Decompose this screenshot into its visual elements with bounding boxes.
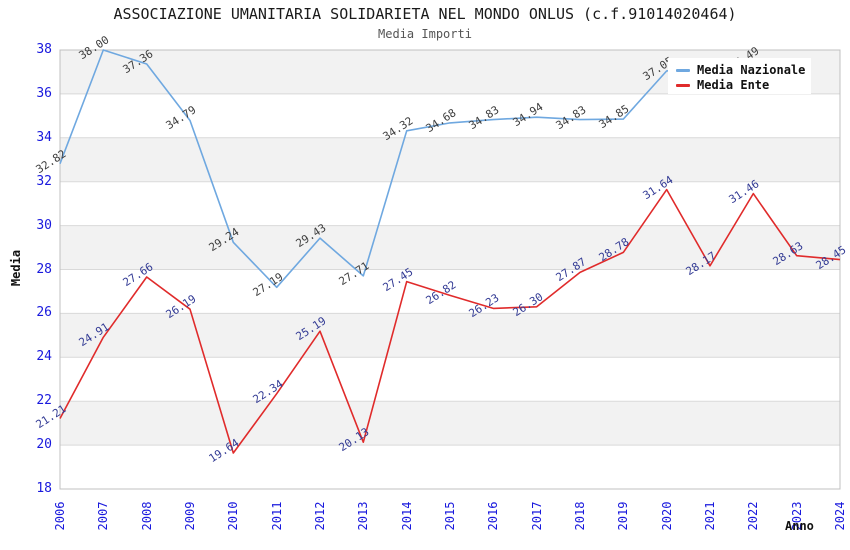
legend-item-media-ente: Media Ente xyxy=(676,78,811,93)
y-axis-title: Media xyxy=(9,249,23,287)
legend: Media Nazionale Media Ente xyxy=(668,58,811,94)
plot-border xyxy=(59,49,841,490)
legend-label-nazionale: Media Nazionale xyxy=(697,63,806,77)
grid-band xyxy=(60,137,840,182)
nazionale-line-swatch-icon xyxy=(676,69,690,72)
grid-band xyxy=(60,225,840,270)
chart-title: ASSOCIAZIONE UMANITARIA SOLIDARIETA NEL … xyxy=(113,5,737,23)
chart-subtitle: Media Importi xyxy=(378,27,472,41)
legend-label-ente: Media Ente xyxy=(697,78,770,92)
series-line-1 xyxy=(59,188,841,454)
legend-item-media-nazionale: Media Nazionale xyxy=(676,63,811,78)
grid-band xyxy=(60,401,840,446)
series-line-0 xyxy=(59,49,754,289)
x-axis-title: Anno xyxy=(785,519,814,533)
ente-line-swatch-icon xyxy=(676,84,690,87)
grid-band xyxy=(60,313,840,358)
